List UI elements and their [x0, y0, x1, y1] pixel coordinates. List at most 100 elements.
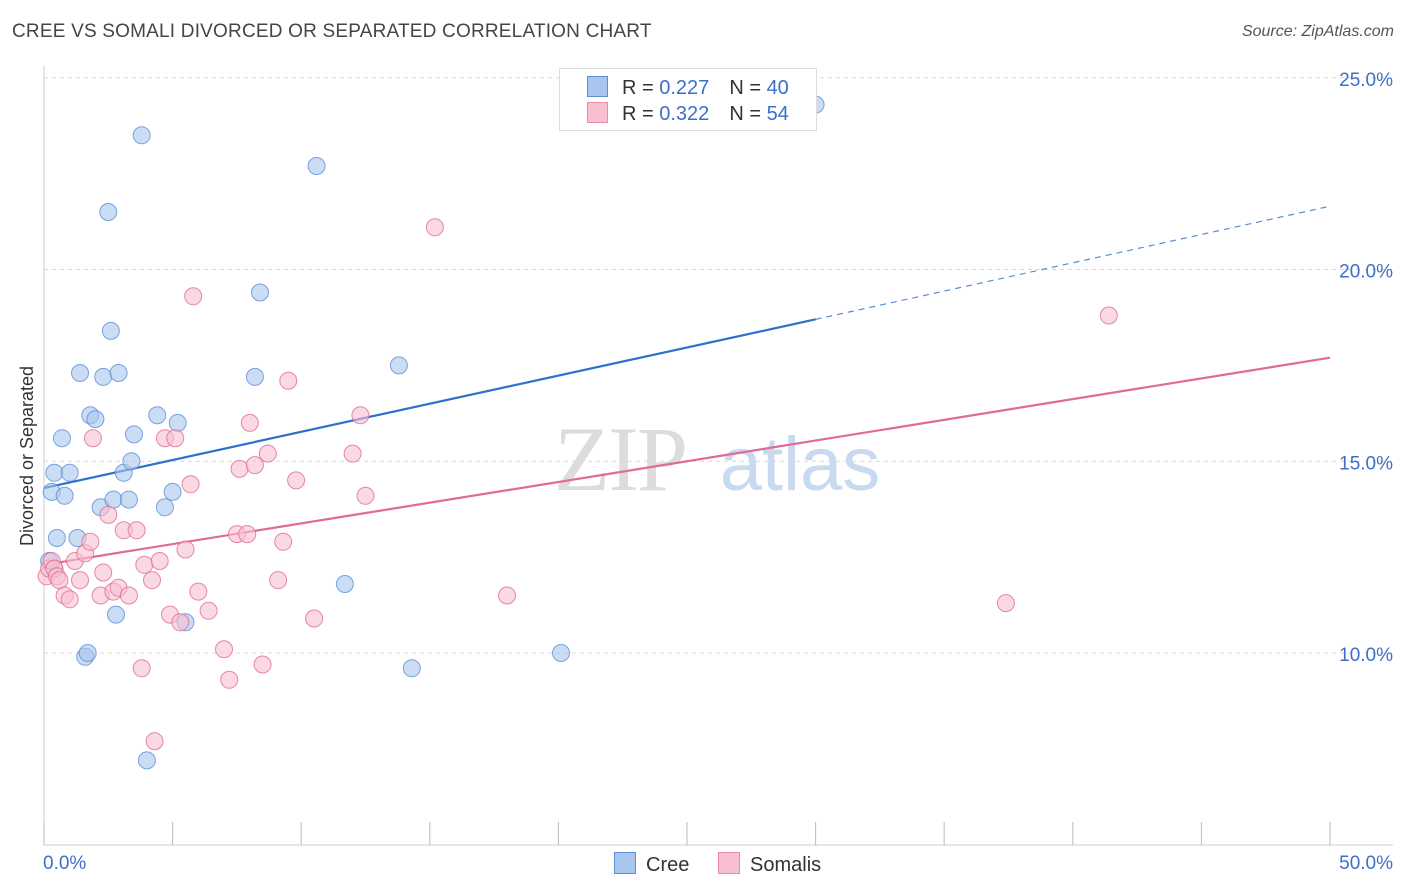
cree-point: [137, 751, 156, 770]
y-axis-label: Divorced or Separated: [17, 366, 37, 546]
cree-point: [335, 575, 354, 593]
somalis-point: [274, 532, 293, 551]
gridlines: [44, 77, 1393, 654]
watermark-zip: ZIP: [554, 408, 686, 510]
somalis-point: [145, 732, 164, 751]
cree-point: [53, 429, 71, 448]
somalis-point: [199, 601, 218, 620]
somalis-point: [150, 552, 169, 570]
legend-r-value: 0.322: [659, 103, 710, 125]
cree-point: [307, 157, 326, 175]
cree-point: [148, 406, 167, 425]
somalis-point: [343, 444, 362, 463]
somalis-point: [181, 475, 200, 494]
somalis-point: [166, 429, 185, 448]
legend-label-cree: Cree: [646, 854, 690, 876]
somalis-point: [425, 218, 444, 237]
somalis-point: [240, 413, 259, 432]
chart-title: CREE VS SOMALI DIVORCED OR SEPARATED COR…: [12, 21, 652, 42]
y-tick-label: 15.0%: [1339, 453, 1393, 474]
legend-n-label: N =: [729, 77, 767, 99]
data-points: [37, 95, 1118, 770]
somalis-point: [184, 287, 203, 306]
legend-label-somalis: Somalis: [750, 854, 822, 876]
legend-n-label: N =: [729, 103, 767, 125]
somalis-point: [83, 429, 102, 448]
somalis-point: [305, 609, 324, 628]
legend-n-value: 54: [766, 103, 789, 125]
tick-labels: 10.0% 15.0% 20.0% 25.0% 0.0% 50.0%: [43, 70, 1393, 874]
cree-point: [155, 498, 174, 517]
somalis-point: [60, 590, 79, 609]
watermark: ZIP atlas: [554, 408, 880, 510]
somalis-point: [176, 540, 195, 559]
somalis-point: [279, 371, 298, 390]
cree-point: [78, 644, 97, 662]
somalis-point: [220, 670, 239, 689]
somalis-point: [132, 659, 151, 678]
cree-trend-line: [43, 318, 816, 490]
somalis-point: [356, 486, 375, 505]
cree-point: [94, 367, 113, 386]
somalis-point: [498, 586, 516, 605]
somalis-point: [127, 521, 146, 540]
cree-swatch: [587, 76, 608, 97]
cree-point: [109, 364, 128, 382]
somalis-point: [119, 586, 138, 605]
series-legend: Cree Somalis: [0, 852, 1406, 878]
somalis-point: [996, 594, 1015, 613]
legend-item-cree[interactable]: Cree: [614, 852, 689, 877]
legend-item-somalis[interactable]: Somalis: [718, 852, 821, 877]
x-tick-label: 0.0%: [43, 853, 86, 874]
cree-point: [125, 425, 143, 444]
cree-point: [552, 644, 570, 662]
somalis-point: [245, 456, 264, 475]
cree-point: [71, 364, 89, 382]
somalis-point: [94, 563, 113, 582]
somalis-point: [215, 640, 233, 659]
cree-point: [104, 490, 123, 509]
cree-point: [168, 413, 187, 432]
somalis-point: [269, 571, 288, 590]
trend-lines: [43, 205, 1331, 566]
correlation-legend: R = 0.227 N = 40 R = 0.322 N = 54: [559, 68, 817, 131]
cree-swatch: [614, 852, 636, 874]
cree-point: [101, 321, 120, 340]
watermark-atlas: atlas: [720, 422, 881, 507]
somalis-point: [1099, 306, 1118, 325]
somalis-point: [287, 471, 306, 490]
cree-point: [389, 356, 408, 375]
cree-point: [132, 126, 151, 145]
legend-row-somalis: R = 0.322 N = 54: [587, 102, 789, 126]
x-tick-label: 50.0%: [1339, 853, 1393, 874]
cree-point: [86, 410, 105, 429]
cree-trend-extension: [815, 205, 1331, 320]
axes: [43, 66, 1393, 846]
somalis-point: [258, 444, 277, 463]
cree-point: [47, 529, 66, 547]
somalis-point: [143, 571, 161, 590]
cree-point: [99, 203, 118, 221]
cree-point: [60, 463, 79, 482]
somalis-point: [81, 532, 100, 551]
y-tick-label: 10.0%: [1339, 645, 1393, 666]
cree-point: [55, 486, 74, 505]
somalis-point: [189, 582, 208, 601]
legend-r-value: 0.227: [659, 77, 710, 99]
cree-point: [163, 482, 182, 501]
somalis-point: [230, 459, 249, 478]
cree-point: [45, 463, 64, 482]
somalis-swatch: [718, 852, 740, 874]
somalis-point: [50, 571, 69, 590]
legend-row-cree: R = 0.227 N = 40: [587, 76, 789, 100]
cree-point: [402, 659, 421, 678]
somalis-point: [238, 525, 257, 544]
chart-source: Source: ZipAtlas.com: [1241, 23, 1394, 40]
somalis-trend-line: [43, 356, 1331, 566]
legend-r-label: R =: [622, 103, 660, 125]
cree-point: [251, 283, 269, 302]
cree-point: [245, 367, 264, 386]
cree-point: [107, 605, 125, 624]
somalis-swatch: [587, 102, 608, 123]
somalis-point: [99, 505, 118, 524]
